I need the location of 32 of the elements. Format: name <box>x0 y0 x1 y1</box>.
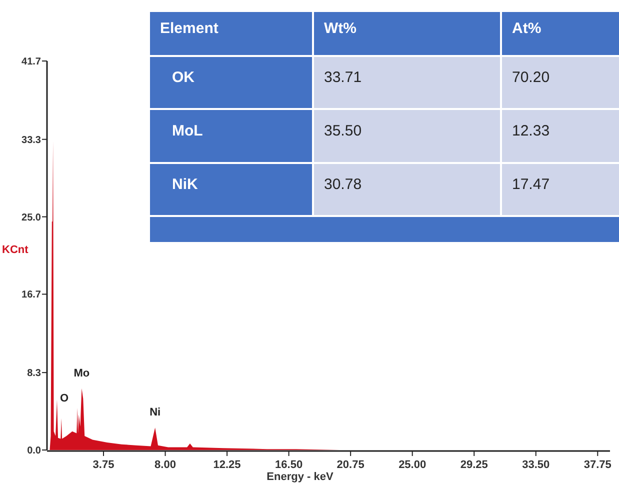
annotation: 33.71 <box>324 68 362 86</box>
annotation: Ni <box>150 406 161 419</box>
x-tick-label: 25.00 <box>398 459 426 471</box>
annotation: NiK <box>172 176 198 193</box>
x-tick-label: 29.25 <box>460 459 488 471</box>
x-tick-label: 12.25 <box>213 459 241 471</box>
annotation: 12.33 <box>512 122 550 140</box>
annotation: 35.50 <box>324 122 362 140</box>
annotation: MoL <box>172 122 203 140</box>
annotation: Mo <box>74 367 90 380</box>
annotation: OK <box>172 68 195 86</box>
x-tick-label: 37.75 <box>584 459 612 471</box>
x-tick-label: 20.75 <box>336 459 364 471</box>
y-tick-label: 41.7 <box>22 56 42 68</box>
x-tick-label: 3.75 <box>92 459 114 471</box>
y-axis-title: KCnt <box>2 244 29 256</box>
y-tick-label: 8.3 <box>27 368 42 380</box>
text: At% <box>512 20 542 37</box>
x-axis-title: Energy - keV <box>266 471 334 483</box>
y-tick-label: 0.0 <box>27 446 42 456</box>
annotation: 17.47 <box>512 176 550 193</box>
annotation: 30.78 <box>324 176 362 193</box>
y-tick-label: 25.0 <box>22 212 42 224</box>
text: Wt% <box>324 20 356 37</box>
x-tick-label: 33.50 <box>522 459 550 471</box>
y-tick-label: 16.7 <box>22 290 42 301</box>
annotation: 70.20 <box>512 68 550 86</box>
x-tick-label: 8.00 <box>154 459 176 471</box>
y-tick-label: 33.3 <box>22 134 42 146</box>
text: Element <box>160 20 218 37</box>
x-tick-label: 16.50 <box>275 459 303 471</box>
annotation: O <box>60 392 69 405</box>
